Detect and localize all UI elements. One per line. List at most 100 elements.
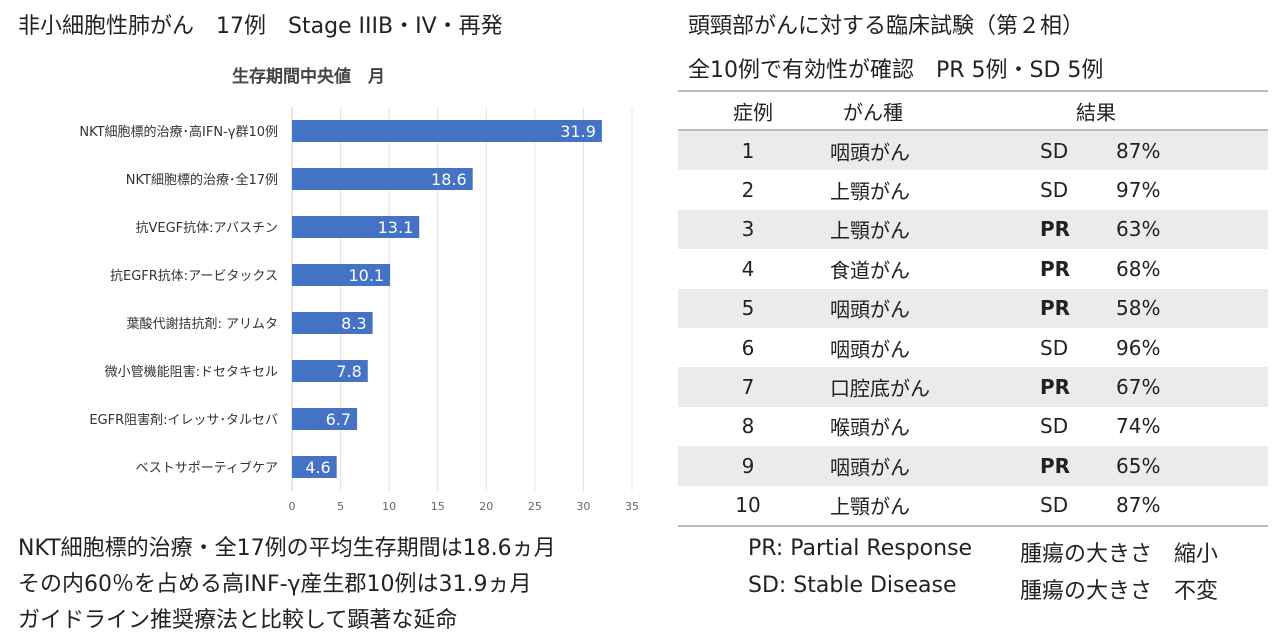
category-label: 微小管機能阻害:ドセタキセル (105, 364, 278, 380)
header-case: 症例 (733, 100, 773, 124)
cancer-type: 咽頭がん (830, 337, 910, 362)
result-code: SD (1040, 414, 1069, 439)
legend-sd-abbr: SD: Stable Disease (748, 573, 957, 598)
data-label: 6.7 (326, 410, 351, 429)
cancer-type: 咽頭がん (830, 455, 910, 480)
legend-sd: SD: Stable Disease 腫瘍の大きさ 不変 (748, 573, 1268, 604)
chart-title: 生存期間中央値 月 (232, 67, 385, 87)
result-percent: 58% (1116, 296, 1161, 321)
note-line-2: その内60％を占める高INF-γ産生郡10例は31.9ヵ月 (18, 572, 532, 597)
legend-pr-abbr: PR: Partial Response (748, 536, 973, 561)
result-percent: 74% (1116, 414, 1161, 439)
x-tick-label: 30 (576, 500, 590, 513)
result-code: PR (1040, 256, 1071, 281)
result-percent: 96% (1116, 335, 1161, 360)
header-type: がん種 (843, 100, 903, 124)
x-tick-label: 10 (382, 500, 396, 513)
bar (292, 360, 368, 382)
table-row: 6 咽頭がん SD 96% (678, 328, 1268, 367)
data-label: 18.6 (431, 170, 467, 189)
result-percent: 87% (1116, 138, 1161, 163)
cancer-type: 咽頭がん (830, 140, 910, 165)
category-label: 抗EGFR抗体:アービタックス (110, 269, 278, 284)
cancer-type: 上顎がん (830, 494, 910, 519)
cancer-type: 上顎がん (830, 218, 910, 243)
data-label: 10.1 (348, 266, 384, 285)
case-number: 9 (741, 453, 755, 478)
table-row: 8 喉頭がん SD 74% (678, 407, 1268, 446)
data-label: 4.6 (305, 458, 330, 477)
result-code: PR (1040, 453, 1071, 478)
category-label: ベストサポーティブケア (136, 460, 278, 476)
table-header: 症例 がん種 結果 (678, 92, 1268, 131)
result-percent: 87% (1116, 493, 1161, 518)
table-row: 9 咽頭がん PR 65% (678, 446, 1268, 486)
result-code: SD (1040, 493, 1069, 518)
result-code: PR (1040, 296, 1071, 321)
bar (292, 456, 337, 478)
category-label: NKT細胞標的治療･全17例 (126, 172, 278, 188)
category-label: NKT細胞標的治療･高IFN-γ群10例 (79, 124, 278, 140)
cancer-type: 咽頭がん (830, 297, 910, 322)
table-row: 7 口腔底がん PR 67% (678, 367, 1268, 407)
table-row: 4 食道がん PR 68% (678, 249, 1268, 288)
header-result: 結果 (1076, 100, 1116, 124)
left-title: 非小細胞性肺がん 17例 Stage IIIB・IV・再発 (18, 14, 503, 39)
bar (292, 120, 602, 142)
right-title: 頭頸部がんに対する臨床試験（第２相） (688, 14, 1085, 39)
data-label: 13.1 (378, 218, 414, 237)
bar-chart: 0 5 10 15 20 25 30 35 31.9 NKT細胞標的治療･高IFN-γ群10例 18… (79, 107, 639, 513)
result-code: SD (1040, 335, 1069, 360)
x-tick-label: 25 (528, 500, 542, 513)
case-number: 10 (735, 493, 761, 518)
result-percent: 63% (1116, 217, 1161, 242)
result-code: SD (1040, 178, 1069, 203)
result-code: PR (1040, 217, 1071, 242)
data-label: 8.3 (341, 314, 366, 333)
table-row: 3 上顎がん PR 63% (678, 209, 1268, 250)
case-number: 3 (741, 217, 755, 242)
data-label: 31.9 (560, 122, 596, 141)
case-number: 8 (741, 414, 755, 439)
x-tick-label: 15 (431, 500, 445, 513)
results-table: 症例 がん種 結果 1 咽頭がん SD 87% 2 上顎がん SD 97% 3 上顎がん PR 63%… (678, 90, 1268, 527)
table-row: 5 咽頭がん PR 58% (678, 288, 1268, 328)
bar (292, 264, 391, 286)
category-label: 葉酸代謝拮抗剤: アリムタ (126, 316, 278, 332)
case-number: 6 (741, 335, 755, 360)
case-number: 4 (741, 256, 755, 281)
data-label: 7.8 (336, 362, 361, 381)
case-number: 1 (741, 138, 755, 163)
cancer-type: 喉頭がん (830, 415, 910, 440)
legend-pr-desc: 腫瘍の大きさ 縮小 (1020, 542, 1219, 567)
case-number: 7 (741, 375, 755, 400)
result-percent: 97% (1116, 178, 1161, 203)
case-number: 2 (741, 178, 755, 203)
cancer-type: 上顎がん (830, 179, 910, 204)
case-number: 5 (741, 296, 755, 321)
result-code: PR (1040, 375, 1071, 400)
bar (292, 168, 473, 190)
note-line-1: NKT細胞標的治療・全17例の平均生存期間は18.6ヵ月 (18, 536, 556, 561)
legend-pr: PR: Partial Response 腫瘍の大きさ 縮小 (748, 536, 1268, 567)
table-row: 10 上顎がん SD 87% (678, 486, 1268, 525)
cancer-type: 口腔底がん (830, 376, 930, 401)
table-row: 1 咽頭がん SD 87% (678, 131, 1268, 171)
bar (292, 216, 420, 238)
result-percent: 68% (1116, 256, 1161, 281)
note-line-3: ガイドライン推奨療法と比較して顕著な延命 (18, 608, 458, 633)
result-percent: 67% (1116, 375, 1161, 400)
right-subtitle: 全10例で有効性が確認 PR 5例・SD 5例 (688, 58, 1104, 83)
x-tick-label: 0 (289, 500, 296, 513)
x-tick-label: 5 (337, 500, 344, 513)
category-label: 抗VEGF抗体:アバスチン (135, 221, 278, 236)
result-code: SD (1040, 138, 1069, 163)
x-tick-label: 35 (625, 500, 639, 513)
x-tick-label: 20 (479, 500, 493, 513)
bar (292, 408, 358, 430)
result-percent: 65% (1116, 453, 1161, 478)
bar (292, 312, 373, 334)
cancer-type: 食道がん (830, 258, 910, 283)
category-label: EGFR阻害剤:イレッサ･タルセバ (89, 412, 278, 428)
table-row: 2 上顎がん SD 97% (678, 170, 1268, 209)
